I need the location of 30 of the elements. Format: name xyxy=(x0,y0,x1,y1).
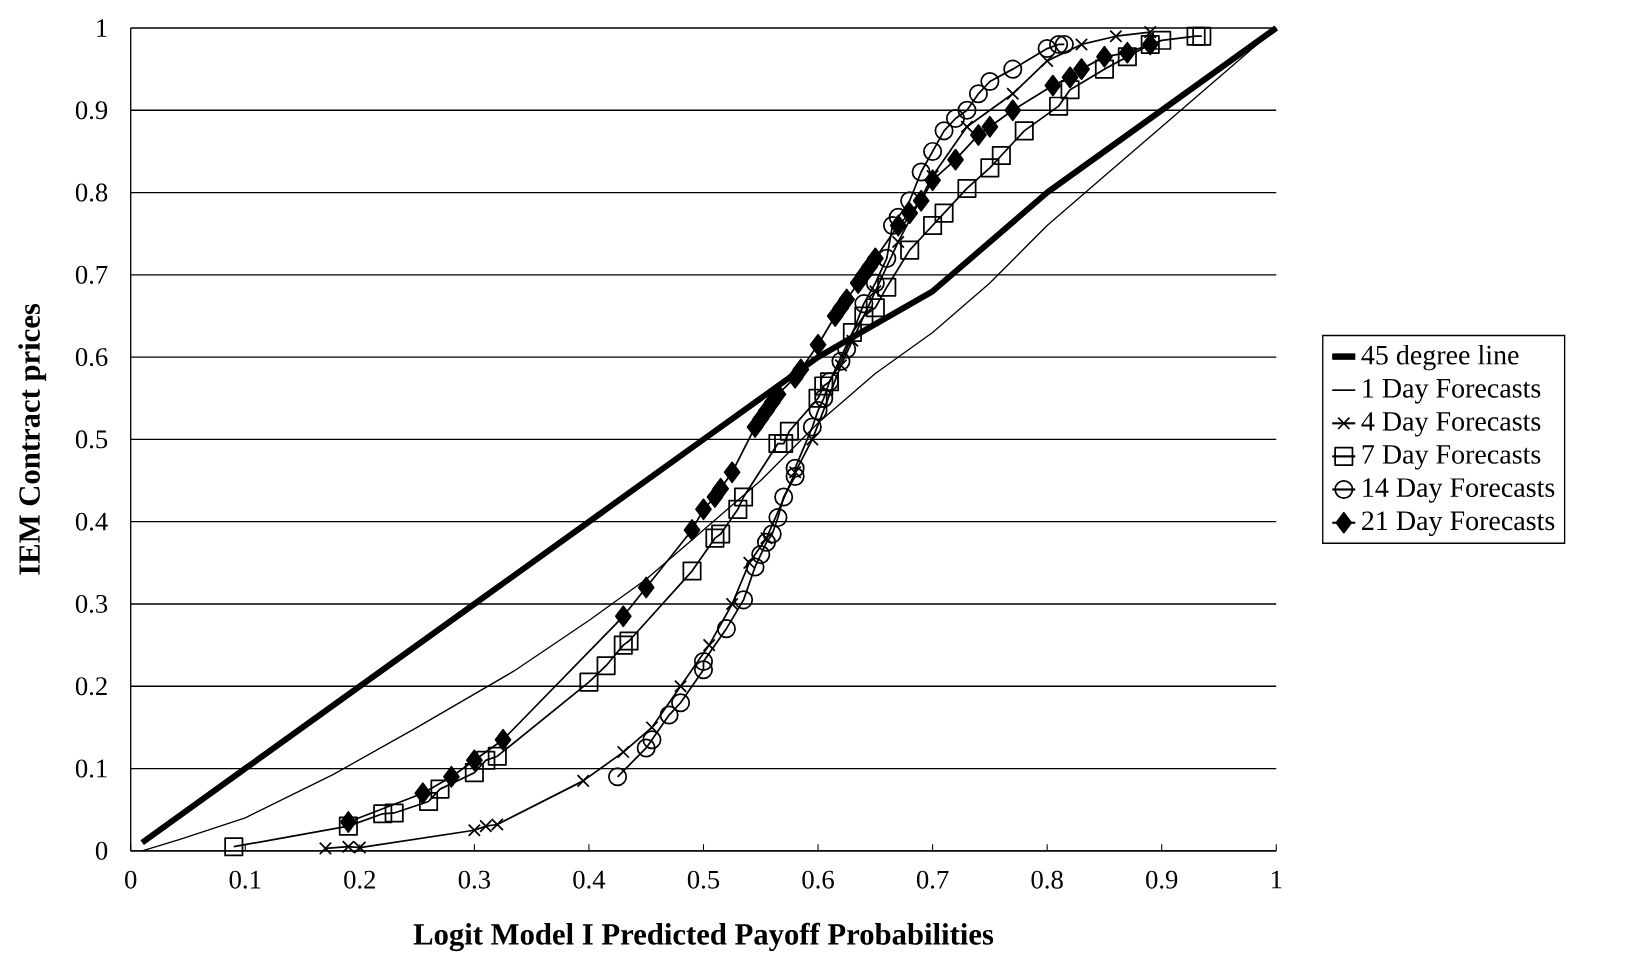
x-tick-label: 1 xyxy=(1271,870,1282,889)
legend-label: 1 Day Forecasts xyxy=(1363,379,1541,404)
y-tick-label: 0.4 xyxy=(75,512,108,531)
y-tick-label: 0.7 xyxy=(75,266,108,285)
x-axis-title: Logit Model I Predicted Payoff Probabilities xyxy=(413,923,994,952)
x-tick-label: 0.7 xyxy=(916,870,949,889)
y-tick-label: 1 xyxy=(97,19,107,38)
y-axis-title: IEM Contract prices xyxy=(18,304,47,575)
x-tick-label: 0.3 xyxy=(458,870,490,889)
y-tick-label: 0.8 xyxy=(75,183,108,202)
y-tick-label: 0.1 xyxy=(75,759,107,778)
y-tick-label: 0.2 xyxy=(75,677,107,696)
x-tick-label: 0.2 xyxy=(344,870,376,889)
y-tick-label: 0.9 xyxy=(75,101,108,120)
x-tick-label: 0.8 xyxy=(1031,870,1063,889)
x-tick-label: 0.1 xyxy=(229,870,261,889)
legend-label: 21 Day Forecasts xyxy=(1362,511,1555,537)
y-tick-label: 0 xyxy=(95,842,108,861)
x-tick-label: 0.4 xyxy=(573,870,606,889)
y-tick-label: 0.6 xyxy=(75,348,108,367)
x-tick-label: 0.6 xyxy=(802,870,834,889)
legend-label: 7 Day Forecasts xyxy=(1362,445,1541,470)
legend-label: 45 degree line xyxy=(1361,345,1519,371)
legend-label: 14 Day Forecasts xyxy=(1363,478,1555,504)
y-tick-label: 0.5 xyxy=(75,430,108,449)
x-tick-label: 0.9 xyxy=(1146,870,1178,889)
x-tick-label: 0 xyxy=(125,870,137,889)
y-tick-label: 0.3 xyxy=(75,595,108,614)
legend-label: 4 Day Forecasts xyxy=(1361,412,1541,437)
x-tick-label: 0.5 xyxy=(687,870,720,889)
